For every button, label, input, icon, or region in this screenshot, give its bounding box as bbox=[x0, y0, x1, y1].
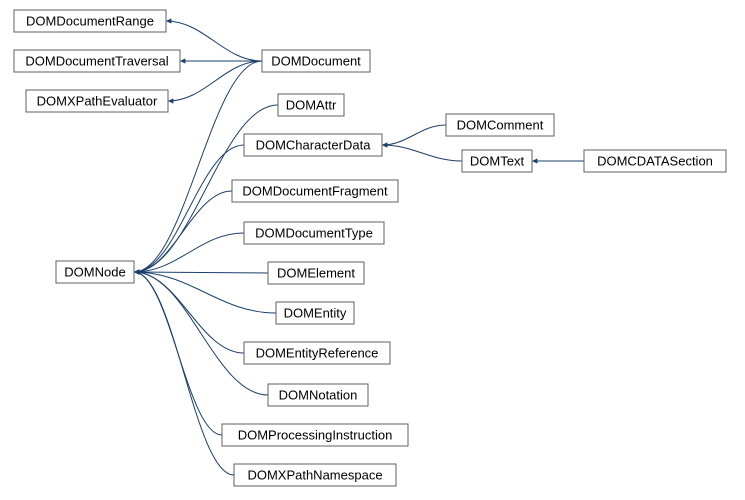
class-node-domentity[interactable]: DOMEntity bbox=[276, 302, 354, 324]
class-node-label: DOMDocumentFragment bbox=[242, 183, 388, 198]
class-node-domprocessinginstruction[interactable]: DOMProcessingInstruction bbox=[222, 424, 408, 446]
edge bbox=[382, 125, 446, 145]
edge bbox=[134, 272, 268, 273]
class-node-label: DOMDocumentType bbox=[255, 225, 373, 240]
class-node-domattr[interactable]: DOMAttr bbox=[278, 94, 344, 116]
class-node-label: DOMDocumentRange bbox=[26, 13, 154, 28]
class-node-domdocumentrange[interactable]: DOMDocumentRange bbox=[14, 10, 166, 32]
class-node-domdocumenttype[interactable]: DOMDocumentType bbox=[244, 222, 384, 244]
class-node-label: DOMEntityReference bbox=[256, 345, 379, 360]
class-node-domxpathnamespace[interactable]: DOMXPathNamespace bbox=[234, 464, 396, 486]
class-node-label: DOMEntity bbox=[284, 305, 347, 320]
class-node-label: DOMAttr bbox=[286, 97, 337, 112]
class-node-label: DOMText bbox=[470, 153, 525, 168]
edge bbox=[382, 145, 462, 161]
edge bbox=[134, 272, 234, 475]
class-node-label: DOMComment bbox=[457, 117, 544, 132]
class-node-label: DOMCharacterData bbox=[256, 137, 372, 152]
class-node-label: DOMNotation bbox=[279, 387, 358, 402]
class-node-domentityreference[interactable]: DOMEntityReference bbox=[244, 342, 390, 364]
class-node-domelement[interactable]: DOMElement bbox=[268, 262, 364, 284]
class-node-domcomment[interactable]: DOMComment bbox=[446, 114, 554, 136]
class-node-domdocumentfragment[interactable]: DOMDocumentFragment bbox=[232, 180, 398, 202]
class-node-label: DOMXPathEvaluator bbox=[37, 93, 158, 108]
class-node-label: DOMProcessingInstruction bbox=[238, 427, 393, 442]
nodes-layer: DOMNode DOMDocument DOMDocumentRange DOMDoc… bbox=[14, 10, 726, 486]
edge bbox=[134, 191, 232, 272]
class-node-domtext[interactable]: DOMText bbox=[462, 150, 532, 172]
class-node-label: DOMXPathNamespace bbox=[247, 467, 382, 482]
class-node-domcharacterdata[interactable]: DOMCharacterData bbox=[244, 134, 382, 156]
class-node-domdocument[interactable]: DOMDocument bbox=[262, 50, 370, 72]
class-node-domcdatasection[interactable]: DOMCDATASection bbox=[584, 150, 726, 172]
edges-layer bbox=[134, 18, 584, 475]
class-node-label: DOMNode bbox=[64, 264, 125, 279]
class-node-label: DOMDocumentTraversal bbox=[25, 53, 168, 68]
class-node-label: DOMDocument bbox=[271, 53, 361, 68]
class-node-domnode[interactable]: DOMNode bbox=[56, 261, 134, 283]
class-node-domnotation[interactable]: DOMNotation bbox=[268, 384, 368, 406]
inheritance-diagram: DOMNode DOMDocument DOMDocumentRange DOMDoc… bbox=[0, 0, 745, 500]
class-node-label: DOMCDATASection bbox=[597, 153, 713, 168]
class-node-label: DOMElement bbox=[277, 265, 355, 280]
class-node-domxpathevaluator[interactable]: DOMXPathEvaluator bbox=[26, 90, 168, 112]
class-node-domdocumenttraversal[interactable]: DOMDocumentTraversal bbox=[14, 50, 180, 72]
